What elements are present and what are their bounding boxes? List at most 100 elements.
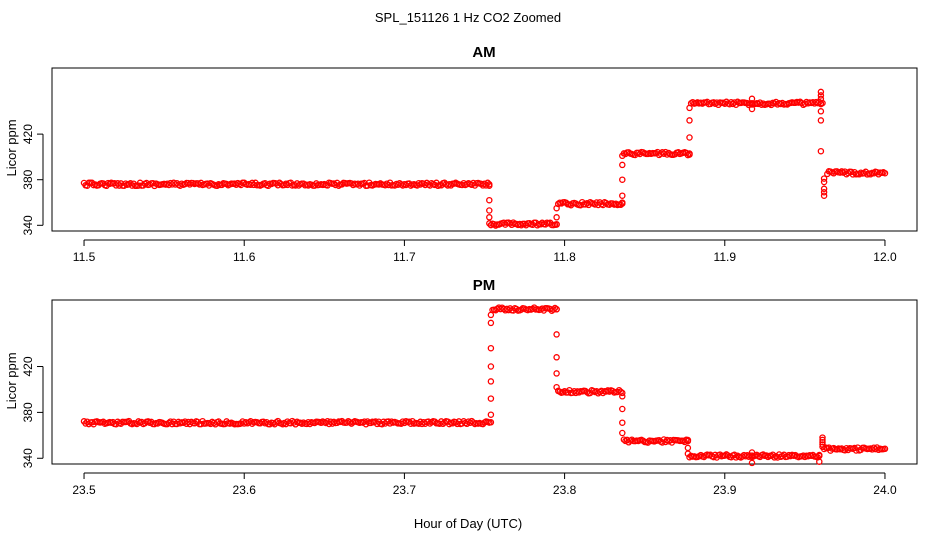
data-point xyxy=(619,405,626,413)
x-tick-label: 11.7 xyxy=(393,250,416,264)
data-point xyxy=(686,134,693,141)
plot-frame xyxy=(51,299,918,465)
data-point xyxy=(820,178,828,186)
data-point xyxy=(816,452,823,460)
data-point xyxy=(820,175,828,182)
data-point xyxy=(487,395,495,402)
data-point xyxy=(817,95,825,103)
data-point xyxy=(817,92,825,99)
data-point xyxy=(619,419,626,426)
figure-x-axis-label: Hour of Day (UTC) xyxy=(414,516,522,531)
x-tick-label: 24.0 xyxy=(873,483,897,497)
data-point xyxy=(619,192,626,199)
data-point xyxy=(817,108,825,115)
data-point xyxy=(820,192,828,199)
x-tick-label: 11.5 xyxy=(73,250,96,264)
x-tick-label: 12.0 xyxy=(873,250,897,264)
data-point xyxy=(553,354,560,361)
data-point xyxy=(487,363,495,370)
data-point xyxy=(553,370,560,377)
data-point xyxy=(817,100,825,107)
data-point xyxy=(619,200,626,207)
data-point xyxy=(486,207,493,214)
panel-title: PM xyxy=(473,277,496,294)
data-point xyxy=(487,411,495,418)
data-point xyxy=(619,389,626,397)
y-tick-label: 380 xyxy=(21,402,35,422)
data-point xyxy=(663,436,671,444)
plot-frame xyxy=(51,67,918,232)
data-point xyxy=(599,389,607,397)
panel-am: AM Licor ppm 11.5 11.6 11.7 11.8 11.9 12.0 340… xyxy=(4,44,918,264)
data-point xyxy=(748,100,756,107)
data-point xyxy=(820,185,828,193)
data-point xyxy=(684,450,692,457)
x-tick-label: 11.9 xyxy=(714,250,737,264)
x-tick-label: 23.5 xyxy=(72,483,96,497)
data-point xyxy=(620,436,628,443)
x-tick-label: 23.6 xyxy=(233,483,257,497)
y-axis-label: Licor ppm xyxy=(4,352,19,409)
data-point xyxy=(817,147,825,155)
data-point xyxy=(487,344,495,352)
data-points xyxy=(80,88,889,229)
data-point xyxy=(727,99,735,106)
data-point xyxy=(447,182,455,189)
data-point xyxy=(487,378,495,385)
x-tick-label: 23.7 xyxy=(393,483,417,497)
data-point xyxy=(748,95,756,103)
data-point xyxy=(619,152,626,160)
data-point xyxy=(619,429,626,437)
data-point xyxy=(619,161,626,169)
data-point xyxy=(487,319,495,327)
data-point xyxy=(381,181,389,189)
data-points xyxy=(80,304,889,467)
data-point xyxy=(759,451,767,458)
data-point xyxy=(486,214,493,221)
data-point xyxy=(881,445,889,453)
data-point xyxy=(820,188,828,196)
data-point xyxy=(819,441,826,448)
data-point xyxy=(867,171,874,178)
x-tick-label: 11.6 xyxy=(233,250,256,264)
data-point xyxy=(619,393,626,400)
y-tick-label: 380 xyxy=(21,169,35,189)
x-tick-label: 23.9 xyxy=(713,483,737,497)
data-point xyxy=(553,204,560,212)
data-point xyxy=(553,220,560,228)
data-point xyxy=(562,199,570,207)
y-axis-label: Licor ppm xyxy=(4,119,19,176)
data-point xyxy=(686,104,693,112)
data-point xyxy=(881,169,889,177)
data-point xyxy=(553,214,560,221)
panel-pm: PM Licor ppm 23.5 23.6 23.7 23.8 23.9 24.0 340… xyxy=(4,277,918,497)
data-point xyxy=(550,306,557,313)
data-point xyxy=(260,418,267,426)
x-tick-label: 23.8 xyxy=(553,483,577,497)
data-point xyxy=(619,176,626,183)
data-point xyxy=(684,437,692,445)
y-tick-label: 420 xyxy=(21,124,35,144)
axis-ticks: 23.5 23.6 23.7 23.8 23.9 24.0 340 380 420 xyxy=(21,356,897,497)
y-tick-label: 420 xyxy=(21,356,35,376)
data-point xyxy=(553,305,560,313)
data-point xyxy=(817,117,825,124)
data-point xyxy=(487,419,495,426)
data-point xyxy=(817,88,825,96)
x-tick-label: 11.8 xyxy=(553,250,576,264)
data-point xyxy=(487,311,495,319)
data-point xyxy=(479,182,487,189)
data-point xyxy=(748,459,756,467)
data-point xyxy=(686,117,693,124)
axis-ticks: 11.5 11.6 11.7 11.8 11.9 12.0 340 380 420 xyxy=(21,124,897,264)
panel-title: AM xyxy=(472,44,495,61)
data-point xyxy=(486,196,493,204)
data-point xyxy=(144,418,152,425)
data-point xyxy=(710,99,717,106)
data-point xyxy=(553,383,560,391)
data-point xyxy=(686,150,693,157)
y-tick-label: 340 xyxy=(21,448,35,468)
y-tick-label: 340 xyxy=(21,215,35,235)
